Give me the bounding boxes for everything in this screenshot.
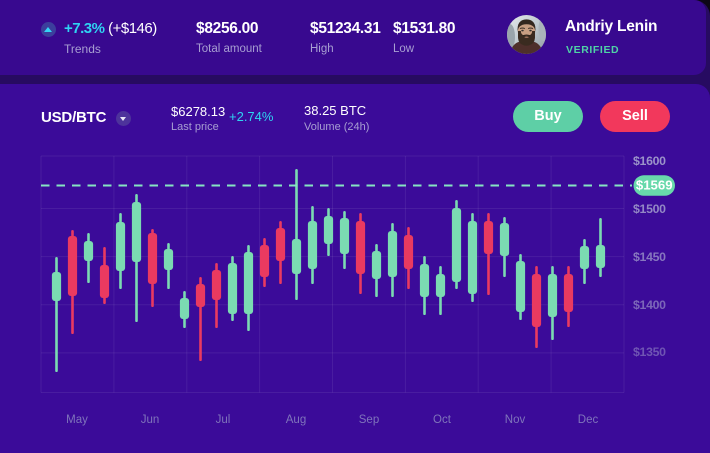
- svg-text:$1569: $1569: [636, 178, 673, 193]
